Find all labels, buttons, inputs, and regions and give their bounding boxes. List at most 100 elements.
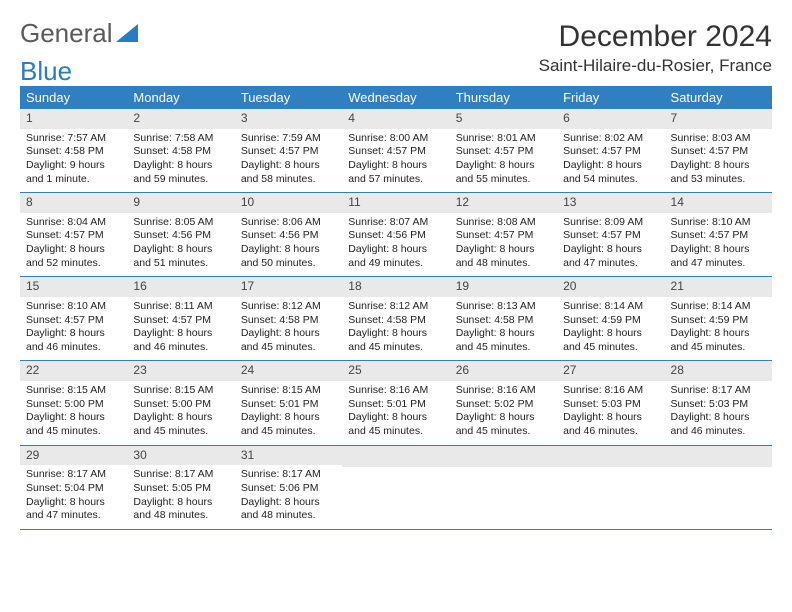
title-block: December 2024 Saint-Hilaire-du-Rosier, F… bbox=[539, 20, 772, 76]
day-number: 9 bbox=[127, 193, 234, 213]
day-number: 5 bbox=[450, 109, 557, 129]
calendar-cell: 16Sunrise: 8:11 AMSunset: 4:57 PMDayligh… bbox=[127, 277, 234, 361]
sunset-line: Sunset: 4:58 PM bbox=[26, 145, 121, 159]
sunset-line: Sunset: 5:04 PM bbox=[26, 482, 121, 496]
sunrise-line: Sunrise: 7:59 AM bbox=[241, 132, 336, 146]
calendar-body: 1Sunrise: 7:57 AMSunset: 4:58 PMDaylight… bbox=[20, 109, 772, 529]
cell-body: Sunrise: 8:15 AMSunset: 5:00 PMDaylight:… bbox=[20, 381, 127, 445]
month-title: December 2024 bbox=[539, 20, 772, 54]
sunset-line: Sunset: 4:57 PM bbox=[241, 145, 336, 159]
daylight-line: Daylight: 8 hours and 45 minutes. bbox=[348, 411, 443, 438]
sunset-line: Sunset: 4:58 PM bbox=[133, 145, 228, 159]
sunset-line: Sunset: 4:57 PM bbox=[563, 145, 658, 159]
sunrise-line: Sunrise: 8:08 AM bbox=[456, 216, 551, 230]
sunset-line: Sunset: 5:02 PM bbox=[456, 398, 551, 412]
day-number: 23 bbox=[127, 361, 234, 381]
sunrise-line: Sunrise: 8:16 AM bbox=[348, 384, 443, 398]
sunrise-line: Sunrise: 8:16 AM bbox=[456, 384, 551, 398]
day-number: 1 bbox=[20, 109, 127, 129]
sunrise-line: Sunrise: 8:15 AM bbox=[133, 384, 228, 398]
calendar-week: 8Sunrise: 8:04 AMSunset: 4:57 PMDaylight… bbox=[20, 193, 772, 277]
sunset-line: Sunset: 4:56 PM bbox=[133, 229, 228, 243]
sunrise-line: Sunrise: 8:03 AM bbox=[671, 132, 766, 146]
calendar-head: SundayMondayTuesdayWednesdayThursdayFrid… bbox=[20, 86, 772, 109]
day-header: Tuesday bbox=[235, 86, 342, 109]
calendar-cell bbox=[450, 445, 557, 529]
day-number: 19 bbox=[450, 277, 557, 297]
day-number: 16 bbox=[127, 277, 234, 297]
day-header: Wednesday bbox=[342, 86, 449, 109]
daylight-line: Daylight: 8 hours and 45 minutes. bbox=[348, 327, 443, 354]
sunrise-line: Sunrise: 8:15 AM bbox=[241, 384, 336, 398]
cell-body: Sunrise: 8:07 AMSunset: 4:56 PMDaylight:… bbox=[342, 213, 449, 277]
day-number: 13 bbox=[557, 193, 664, 213]
sunrise-line: Sunrise: 8:14 AM bbox=[563, 300, 658, 314]
cell-body: Sunrise: 7:59 AMSunset: 4:57 PMDaylight:… bbox=[235, 129, 342, 193]
cell-body: Sunrise: 8:17 AMSunset: 5:05 PMDaylight:… bbox=[127, 465, 234, 529]
daylight-line: Daylight: 8 hours and 57 minutes. bbox=[348, 159, 443, 186]
sunrise-line: Sunrise: 8:17 AM bbox=[26, 468, 121, 482]
daylight-line: Daylight: 8 hours and 45 minutes. bbox=[456, 327, 551, 354]
sunset-line: Sunset: 4:58 PM bbox=[348, 314, 443, 328]
daylight-line: Daylight: 8 hours and 53 minutes. bbox=[671, 159, 766, 186]
daylight-line: Daylight: 8 hours and 58 minutes. bbox=[241, 159, 336, 186]
sunrise-line: Sunrise: 8:11 AM bbox=[133, 300, 228, 314]
day-number: 8 bbox=[20, 193, 127, 213]
brand-part1: General bbox=[20, 20, 113, 46]
calendar-cell: 23Sunrise: 8:15 AMSunset: 5:00 PMDayligh… bbox=[127, 361, 234, 445]
sunset-line: Sunset: 5:06 PM bbox=[241, 482, 336, 496]
cell-body: Sunrise: 8:16 AMSunset: 5:03 PMDaylight:… bbox=[557, 381, 664, 445]
calendar-cell: 29Sunrise: 8:17 AMSunset: 5:04 PMDayligh… bbox=[20, 445, 127, 529]
daylight-line: Daylight: 8 hours and 52 minutes. bbox=[26, 243, 121, 270]
daylight-line: Daylight: 8 hours and 48 minutes. bbox=[241, 496, 336, 523]
calendar-week: 29Sunrise: 8:17 AMSunset: 5:04 PMDayligh… bbox=[20, 445, 772, 529]
calendar-cell: 28Sunrise: 8:17 AMSunset: 5:03 PMDayligh… bbox=[665, 361, 772, 445]
sunrise-line: Sunrise: 8:02 AM bbox=[563, 132, 658, 146]
sunrise-line: Sunrise: 8:09 AM bbox=[563, 216, 658, 230]
calendar-week: 22Sunrise: 8:15 AMSunset: 5:00 PMDayligh… bbox=[20, 361, 772, 445]
location-label: Saint-Hilaire-du-Rosier, France bbox=[539, 56, 772, 76]
day-header: Friday bbox=[557, 86, 664, 109]
sunset-line: Sunset: 4:57 PM bbox=[456, 229, 551, 243]
day-number bbox=[342, 446, 449, 467]
calendar-cell: 25Sunrise: 8:16 AMSunset: 5:01 PMDayligh… bbox=[342, 361, 449, 445]
calendar-cell bbox=[557, 445, 664, 529]
calendar-cell: 27Sunrise: 8:16 AMSunset: 5:03 PMDayligh… bbox=[557, 361, 664, 445]
sunrise-line: Sunrise: 8:17 AM bbox=[241, 468, 336, 482]
day-header: Thursday bbox=[450, 86, 557, 109]
day-number: 28 bbox=[665, 361, 772, 381]
cell-body: Sunrise: 8:17 AMSunset: 5:03 PMDaylight:… bbox=[665, 381, 772, 445]
sunset-line: Sunset: 4:57 PM bbox=[348, 145, 443, 159]
sunset-line: Sunset: 5:00 PM bbox=[133, 398, 228, 412]
cell-body: Sunrise: 8:15 AMSunset: 5:00 PMDaylight:… bbox=[127, 381, 234, 445]
sunrise-line: Sunrise: 8:00 AM bbox=[348, 132, 443, 146]
calendar-cell: 7Sunrise: 8:03 AMSunset: 4:57 PMDaylight… bbox=[665, 109, 772, 193]
sunrise-line: Sunrise: 8:13 AM bbox=[456, 300, 551, 314]
daylight-line: Daylight: 8 hours and 46 minutes. bbox=[26, 327, 121, 354]
calendar-cell: 8Sunrise: 8:04 AMSunset: 4:57 PMDaylight… bbox=[20, 193, 127, 277]
sunrise-line: Sunrise: 8:04 AM bbox=[26, 216, 121, 230]
cell-body: Sunrise: 8:05 AMSunset: 4:56 PMDaylight:… bbox=[127, 213, 234, 277]
calendar-cell: 12Sunrise: 8:08 AMSunset: 4:57 PMDayligh… bbox=[450, 193, 557, 277]
cell-body: Sunrise: 8:14 AMSunset: 4:59 PMDaylight:… bbox=[665, 297, 772, 361]
calendar-cell: 14Sunrise: 8:10 AMSunset: 4:57 PMDayligh… bbox=[665, 193, 772, 277]
cell-body: Sunrise: 7:58 AMSunset: 4:58 PMDaylight:… bbox=[127, 129, 234, 193]
daylight-line: Daylight: 8 hours and 45 minutes. bbox=[671, 327, 766, 354]
calendar-cell: 26Sunrise: 8:16 AMSunset: 5:02 PMDayligh… bbox=[450, 361, 557, 445]
sunset-line: Sunset: 4:57 PM bbox=[456, 145, 551, 159]
daylight-line: Daylight: 8 hours and 48 minutes. bbox=[456, 243, 551, 270]
daylight-line: Daylight: 8 hours and 47 minutes. bbox=[26, 496, 121, 523]
day-number bbox=[665, 446, 772, 467]
day-header: Saturday bbox=[665, 86, 772, 109]
day-number bbox=[450, 446, 557, 467]
cell-body: Sunrise: 8:06 AMSunset: 4:56 PMDaylight:… bbox=[235, 213, 342, 277]
calendar-cell: 1Sunrise: 7:57 AMSunset: 4:58 PMDaylight… bbox=[20, 109, 127, 193]
sunset-line: Sunset: 4:57 PM bbox=[671, 145, 766, 159]
day-header: Sunday bbox=[20, 86, 127, 109]
calendar-cell: 2Sunrise: 7:58 AMSunset: 4:58 PMDaylight… bbox=[127, 109, 234, 193]
calendar-cell: 17Sunrise: 8:12 AMSunset: 4:58 PMDayligh… bbox=[235, 277, 342, 361]
cell-body: Sunrise: 8:17 AMSunset: 5:04 PMDaylight:… bbox=[20, 465, 127, 529]
sunrise-line: Sunrise: 8:12 AM bbox=[348, 300, 443, 314]
day-number: 21 bbox=[665, 277, 772, 297]
sunrise-line: Sunrise: 8:10 AM bbox=[26, 300, 121, 314]
